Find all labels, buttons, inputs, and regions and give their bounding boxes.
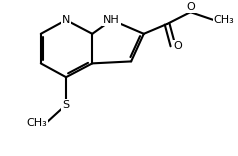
Text: CH₃: CH₃ [214, 15, 234, 25]
Text: NH: NH [103, 15, 120, 25]
Text: N: N [62, 15, 70, 25]
Text: S: S [63, 100, 70, 110]
Text: CH₃: CH₃ [26, 117, 47, 127]
Text: O: O [186, 2, 195, 12]
Text: O: O [173, 41, 182, 51]
